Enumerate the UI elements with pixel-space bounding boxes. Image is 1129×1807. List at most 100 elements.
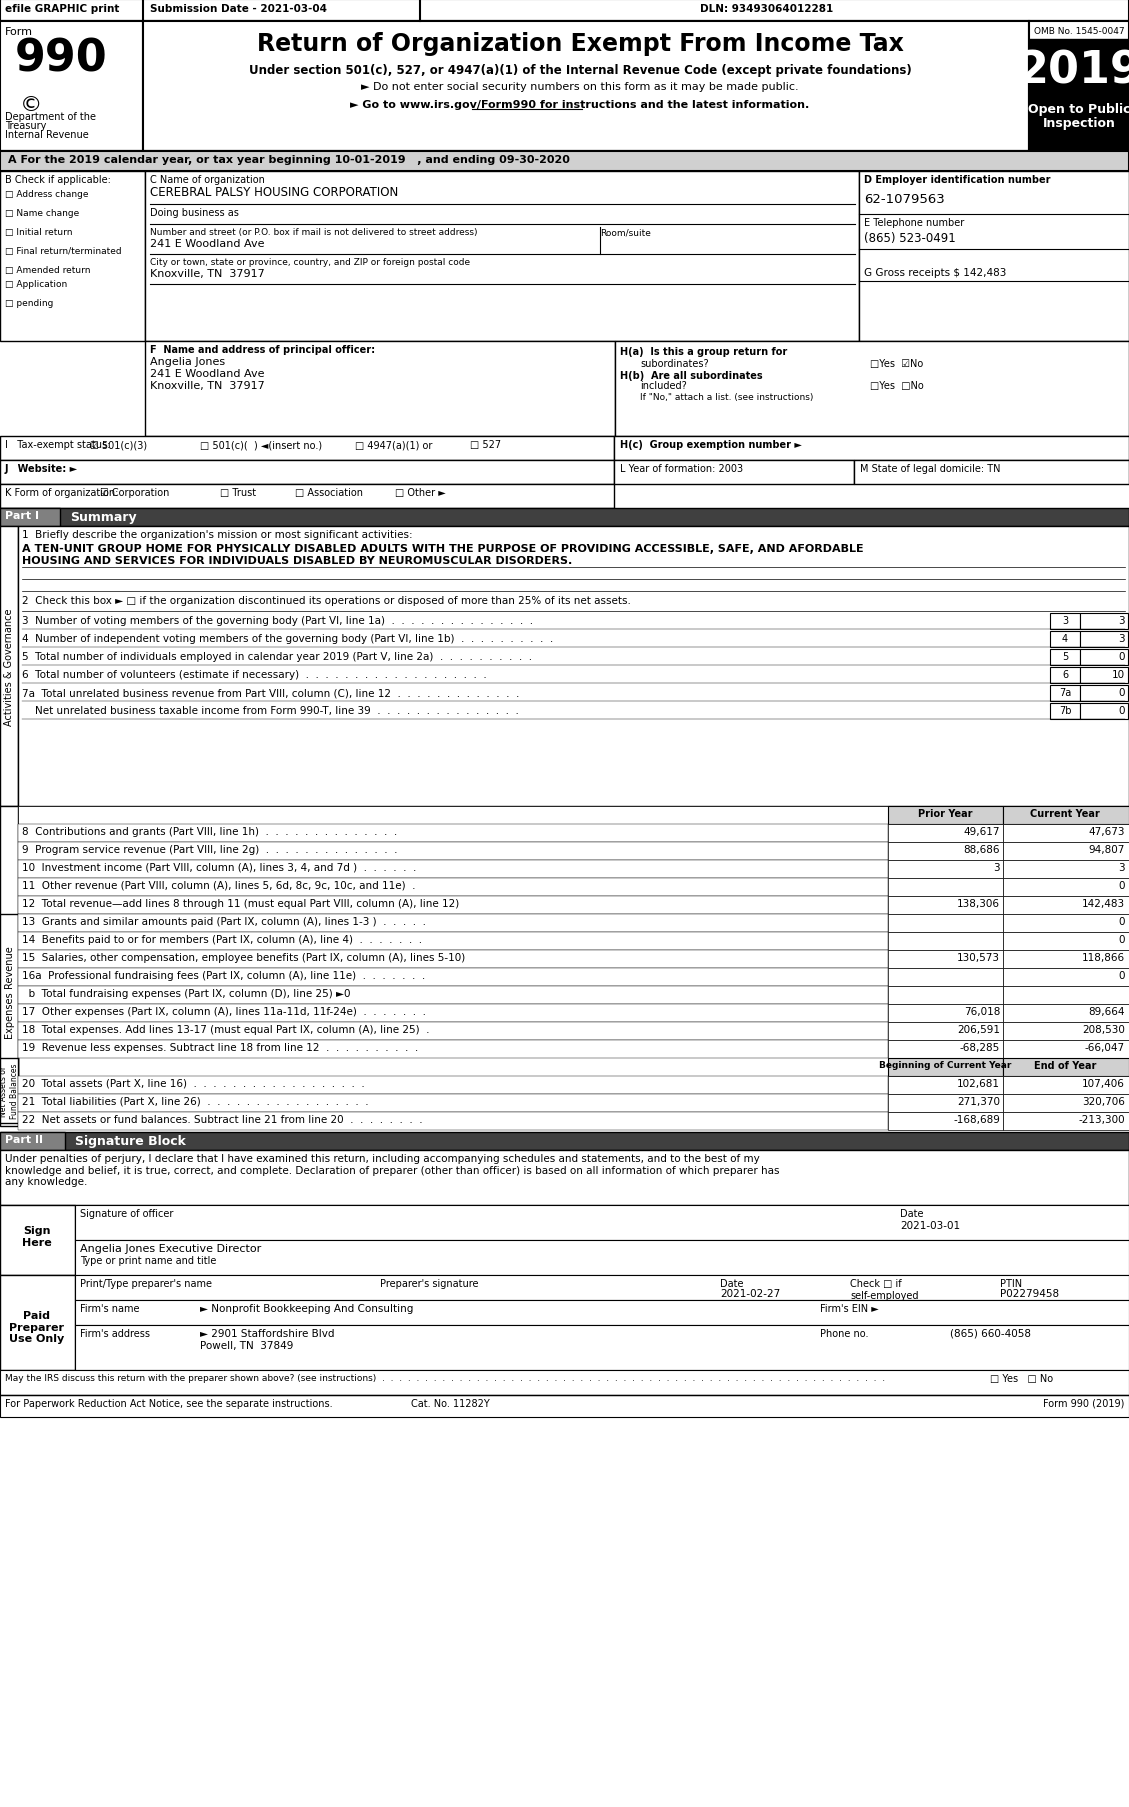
Bar	[75, 1276, 1129, 1301]
Bar	[18, 914, 889, 932]
Text: 19  Revenue less expenses. Subtract line 18 from line 12  .  .  .  .  .  .  .  .: 19 Revenue less expenses. Subtract line …	[21, 1043, 418, 1052]
Bar	[0, 0, 1129, 22]
Text: 241 E Woodland Ave: 241 E Woodland Ave	[150, 239, 264, 249]
Bar	[143, 22, 1029, 152]
Bar	[1080, 632, 1128, 647]
Bar	[889, 824, 1003, 842]
Text: □ Trust: □ Trust	[220, 488, 256, 497]
Text: Phone no.: Phone no.	[820, 1328, 868, 1339]
Text: ► Go to www.irs.gov/Form990 for instructions and the latest information.: ► Go to www.irs.gov/Form990 for instruct…	[350, 99, 809, 110]
Bar	[0, 1059, 18, 1124]
Bar	[0, 152, 1129, 172]
Text: 6: 6	[1062, 670, 1068, 679]
Text: Net unrelated business taxable income from Form 990-T, line 39  .  .  .  .  .  .: Net unrelated business taxable income fr…	[21, 705, 519, 716]
Text: □ Final return/terminated: □ Final return/terminated	[5, 248, 122, 257]
Bar	[0, 172, 145, 342]
Text: 0: 0	[1119, 880, 1124, 891]
Bar	[75, 1205, 1129, 1240]
Text: P02279458: P02279458	[1000, 1288, 1059, 1297]
Bar	[889, 950, 1003, 969]
Bar	[18, 1095, 889, 1113]
Bar	[1080, 703, 1128, 719]
Text: J   Website: ►: J Website: ►	[5, 464, 78, 473]
Bar	[0, 22, 1129, 152]
Bar	[889, 1005, 1003, 1023]
Text: Date: Date	[900, 1209, 924, 1218]
Bar	[18, 806, 889, 824]
Text: ► 2901 Staffordshire Blvd: ► 2901 Staffordshire Blvd	[200, 1328, 334, 1339]
Text: (865) 523-0491: (865) 523-0491	[864, 231, 956, 246]
Bar	[1050, 614, 1080, 629]
Text: 241 E Woodland Ave: 241 E Woodland Ave	[150, 369, 264, 379]
Text: subordinates?: subordinates?	[640, 360, 709, 369]
Text: H(b)  Are all subordinates: H(b) Are all subordinates	[620, 370, 762, 381]
Bar	[859, 172, 1129, 342]
Text: ► Nonprofit Bookkeeping And Consulting: ► Nonprofit Bookkeeping And Consulting	[200, 1303, 413, 1314]
Bar	[1050, 667, 1080, 683]
Text: 102,681: 102,681	[957, 1079, 1000, 1088]
Bar	[0, 510, 60, 526]
Bar	[889, 896, 1003, 914]
Bar	[145, 172, 859, 342]
Text: 12  Total revenue—add lines 8 through 11 (must equal Part VIII, column (A), line: 12 Total revenue—add lines 8 through 11 …	[21, 898, 460, 909]
Bar	[889, 969, 1003, 987]
Text: □ Application: □ Application	[5, 280, 68, 289]
Text: Inspection: Inspection	[1042, 117, 1115, 130]
Bar	[1003, 860, 1129, 878]
Bar	[1029, 22, 1129, 152]
Text: 138,306: 138,306	[957, 898, 1000, 909]
Bar	[1003, 987, 1129, 1005]
Text: □ 527: □ 527	[470, 439, 501, 450]
Bar	[1003, 1059, 1129, 1077]
Bar	[0, 1205, 75, 1276]
Bar	[1003, 878, 1129, 896]
Text: 10: 10	[1112, 670, 1124, 679]
Bar	[0, 437, 614, 461]
Bar	[889, 1095, 1003, 1113]
Bar	[889, 914, 1003, 932]
Text: 7a: 7a	[1059, 688, 1071, 698]
Bar	[1050, 703, 1080, 719]
Bar	[18, 896, 889, 914]
Text: Powell, TN  37849: Powell, TN 37849	[200, 1341, 294, 1350]
Bar	[1050, 685, 1080, 701]
Bar	[1080, 651, 1128, 665]
Bar	[0, 914, 18, 1115]
Bar	[75, 1240, 1129, 1276]
Bar	[889, 842, 1003, 860]
Text: 7b: 7b	[1059, 705, 1071, 716]
Text: 15  Salaries, other compensation, employee benefits (Part IX, column (A), lines : 15 Salaries, other compensation, employe…	[21, 952, 465, 963]
Bar	[0, 22, 143, 152]
Bar	[1003, 950, 1129, 969]
Text: Number and street (or P.O. box if mail is not delivered to street address): Number and street (or P.O. box if mail i…	[150, 228, 478, 237]
Text: Room/suite: Room/suite	[599, 228, 651, 237]
Bar	[18, 824, 889, 842]
Text: □ Initial return: □ Initial return	[5, 228, 72, 237]
Text: 0: 0	[1119, 916, 1124, 927]
Text: Cat. No. 11282Y: Cat. No. 11282Y	[411, 1399, 489, 1408]
Bar	[0, 484, 614, 510]
Bar	[1003, 969, 1129, 987]
Text: Part I: Part I	[5, 511, 40, 520]
Text: Form: Form	[5, 27, 33, 36]
Bar	[614, 461, 854, 484]
Bar	[18, 842, 889, 860]
Bar	[1029, 96, 1129, 152]
Bar	[18, 1077, 889, 1095]
Text: Current Year: Current Year	[1030, 808, 1100, 819]
Text: Paid
Preparer
Use Only: Paid Preparer Use Only	[9, 1310, 64, 1343]
Text: 0: 0	[1119, 934, 1124, 945]
Bar	[1003, 1005, 1129, 1023]
Text: 94,807: 94,807	[1088, 844, 1124, 855]
Text: ☑ Corporation: ☑ Corporation	[100, 488, 169, 497]
Bar	[889, 987, 1003, 1005]
Text: C Name of organization: C Name of organization	[150, 175, 265, 184]
Bar	[1050, 632, 1080, 647]
Text: 107,406: 107,406	[1082, 1079, 1124, 1088]
Text: CEREBRAL PALSY HOUSING CORPORATION: CEREBRAL PALSY HOUSING CORPORATION	[150, 186, 399, 199]
Bar	[0, 1133, 1129, 1151]
Text: Under penalties of perjury, I declare that I have examined this return, includin: Under penalties of perjury, I declare th…	[5, 1153, 779, 1187]
Bar	[1003, 914, 1129, 932]
Bar	[614, 437, 1129, 461]
Text: 3: 3	[994, 862, 1000, 873]
